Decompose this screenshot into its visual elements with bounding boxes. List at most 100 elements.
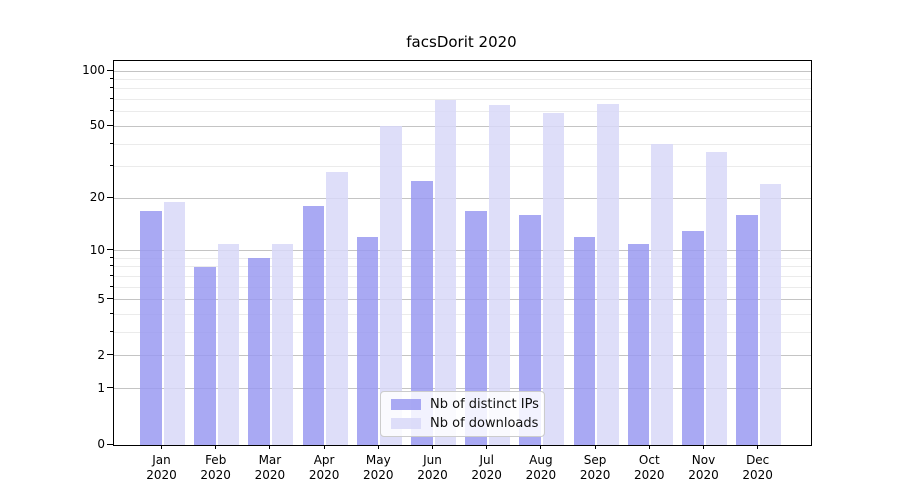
bar-downloads-7 xyxy=(488,105,511,445)
bar-downloads-6 xyxy=(434,99,456,445)
x-tick xyxy=(540,445,542,449)
legend: Nb of distinct IPs Nb of downloads xyxy=(380,391,545,437)
bar-ips-2 xyxy=(194,266,216,445)
gridline-major xyxy=(114,125,811,127)
bar-ips-11 xyxy=(682,231,704,445)
bar-ips-9 xyxy=(573,237,596,445)
gridline-minor xyxy=(114,99,811,101)
x-tick-label: Jan 2020 xyxy=(146,453,177,482)
gridline-minor xyxy=(114,143,811,145)
y-minor-tick xyxy=(110,256,113,258)
y-tick xyxy=(107,69,113,71)
bar-ips-10 xyxy=(627,243,650,445)
gridline-minor xyxy=(114,275,811,277)
x-tick xyxy=(161,445,162,449)
legend-item-distinct-ips: Nb of distinct IPs xyxy=(391,396,544,412)
y-tick xyxy=(107,196,113,198)
x-tick xyxy=(648,445,650,449)
x-tick-label: Dec 2020 xyxy=(742,453,773,482)
x-tick-label: Sep 2020 xyxy=(579,453,611,482)
x-tick xyxy=(594,445,596,449)
y-minor-tick xyxy=(110,165,113,167)
y-minor-tick xyxy=(110,331,113,333)
bar-downloads-11 xyxy=(705,152,727,445)
x-tick xyxy=(432,445,433,449)
y-tick xyxy=(107,387,113,389)
bar-downloads-9 xyxy=(597,104,619,445)
x-tick xyxy=(703,445,704,449)
bar-ips-5 xyxy=(356,237,379,445)
x-tick xyxy=(486,445,488,449)
y-minor-tick xyxy=(110,87,113,89)
x-tick xyxy=(757,445,759,449)
x-tick-label: Nov 2020 xyxy=(688,453,719,482)
gridline-minor xyxy=(114,111,811,113)
bar-downloads-12 xyxy=(759,184,782,445)
plot-area xyxy=(113,60,812,446)
gridline-major xyxy=(114,388,811,390)
y-tick xyxy=(107,124,113,126)
bar-downloads-10 xyxy=(651,144,673,445)
legend-swatch-downloads xyxy=(391,418,421,429)
y-tick-label: 100 xyxy=(82,63,105,77)
gridline-minor xyxy=(114,286,811,288)
legend-label-distinct-ips: Nb of distinct IPs xyxy=(430,396,539,412)
gridline-minor xyxy=(114,88,811,90)
bar-downloads-2 xyxy=(217,243,240,445)
y-tick-label: 2 xyxy=(97,347,105,362)
gridline-major xyxy=(114,70,811,72)
x-tick xyxy=(269,445,271,449)
gridline-minor xyxy=(114,78,811,80)
x-tick-label: Apr 2020 xyxy=(308,453,340,482)
y-tick xyxy=(107,298,113,300)
y-minor-tick xyxy=(110,142,113,144)
bar-ips-8 xyxy=(519,215,541,445)
y-minor-tick xyxy=(110,77,113,79)
x-tick-label: Jun 2020 xyxy=(417,453,448,482)
gridline-minor xyxy=(114,266,811,268)
y-tick-label: 50 xyxy=(89,118,105,133)
y-minor-tick xyxy=(110,265,113,267)
y-tick-label: 5 xyxy=(97,291,105,306)
y-tick-label: 10 xyxy=(89,242,105,257)
legend-swatch-distinct-ips xyxy=(391,399,421,410)
chart-title: facsDorit 2020 xyxy=(406,33,517,51)
gridline-minor xyxy=(114,314,811,316)
y-tick xyxy=(107,249,113,251)
bar-ips-6 xyxy=(411,180,433,445)
x-tick xyxy=(323,445,325,449)
x-tick-label: May 2020 xyxy=(363,453,394,482)
gridline-minor xyxy=(114,257,811,259)
gridline-major xyxy=(114,299,811,301)
bar-ips-12 xyxy=(736,215,758,445)
bar-downloads-3 xyxy=(271,243,294,445)
y-minor-tick xyxy=(110,313,113,315)
y-tick xyxy=(107,443,113,445)
gridline-minor xyxy=(114,166,811,168)
y-tick-label: 0 xyxy=(97,437,105,451)
bar-ips-1 xyxy=(140,210,162,445)
y-tick xyxy=(107,354,113,356)
x-tick-label: Aug 2020 xyxy=(525,453,557,482)
bar-ips-7 xyxy=(465,210,487,445)
y-minor-tick xyxy=(110,285,113,287)
gridline-major xyxy=(114,250,811,252)
legend-item-downloads: Nb of downloads xyxy=(391,415,544,431)
bar-downloads-1 xyxy=(163,202,185,445)
legend-label-downloads: Nb of downloads xyxy=(430,415,539,431)
y-minor-tick xyxy=(110,274,113,276)
gridline-major xyxy=(114,197,811,199)
x-tick xyxy=(377,445,379,449)
x-tick xyxy=(215,445,217,449)
bar-ips-4 xyxy=(302,206,325,445)
bar-downloads-8 xyxy=(542,113,565,445)
bar-downloads-4 xyxy=(326,172,348,445)
x-tick-label: Jul 2020 xyxy=(471,453,502,482)
bar-downloads-5 xyxy=(380,126,402,445)
bar-ips-3 xyxy=(248,258,270,445)
gridline-minor xyxy=(114,332,811,334)
y-minor-tick xyxy=(110,110,113,112)
y-tick-label: 20 xyxy=(89,190,105,205)
x-tick-label: Oct 2020 xyxy=(634,453,665,482)
